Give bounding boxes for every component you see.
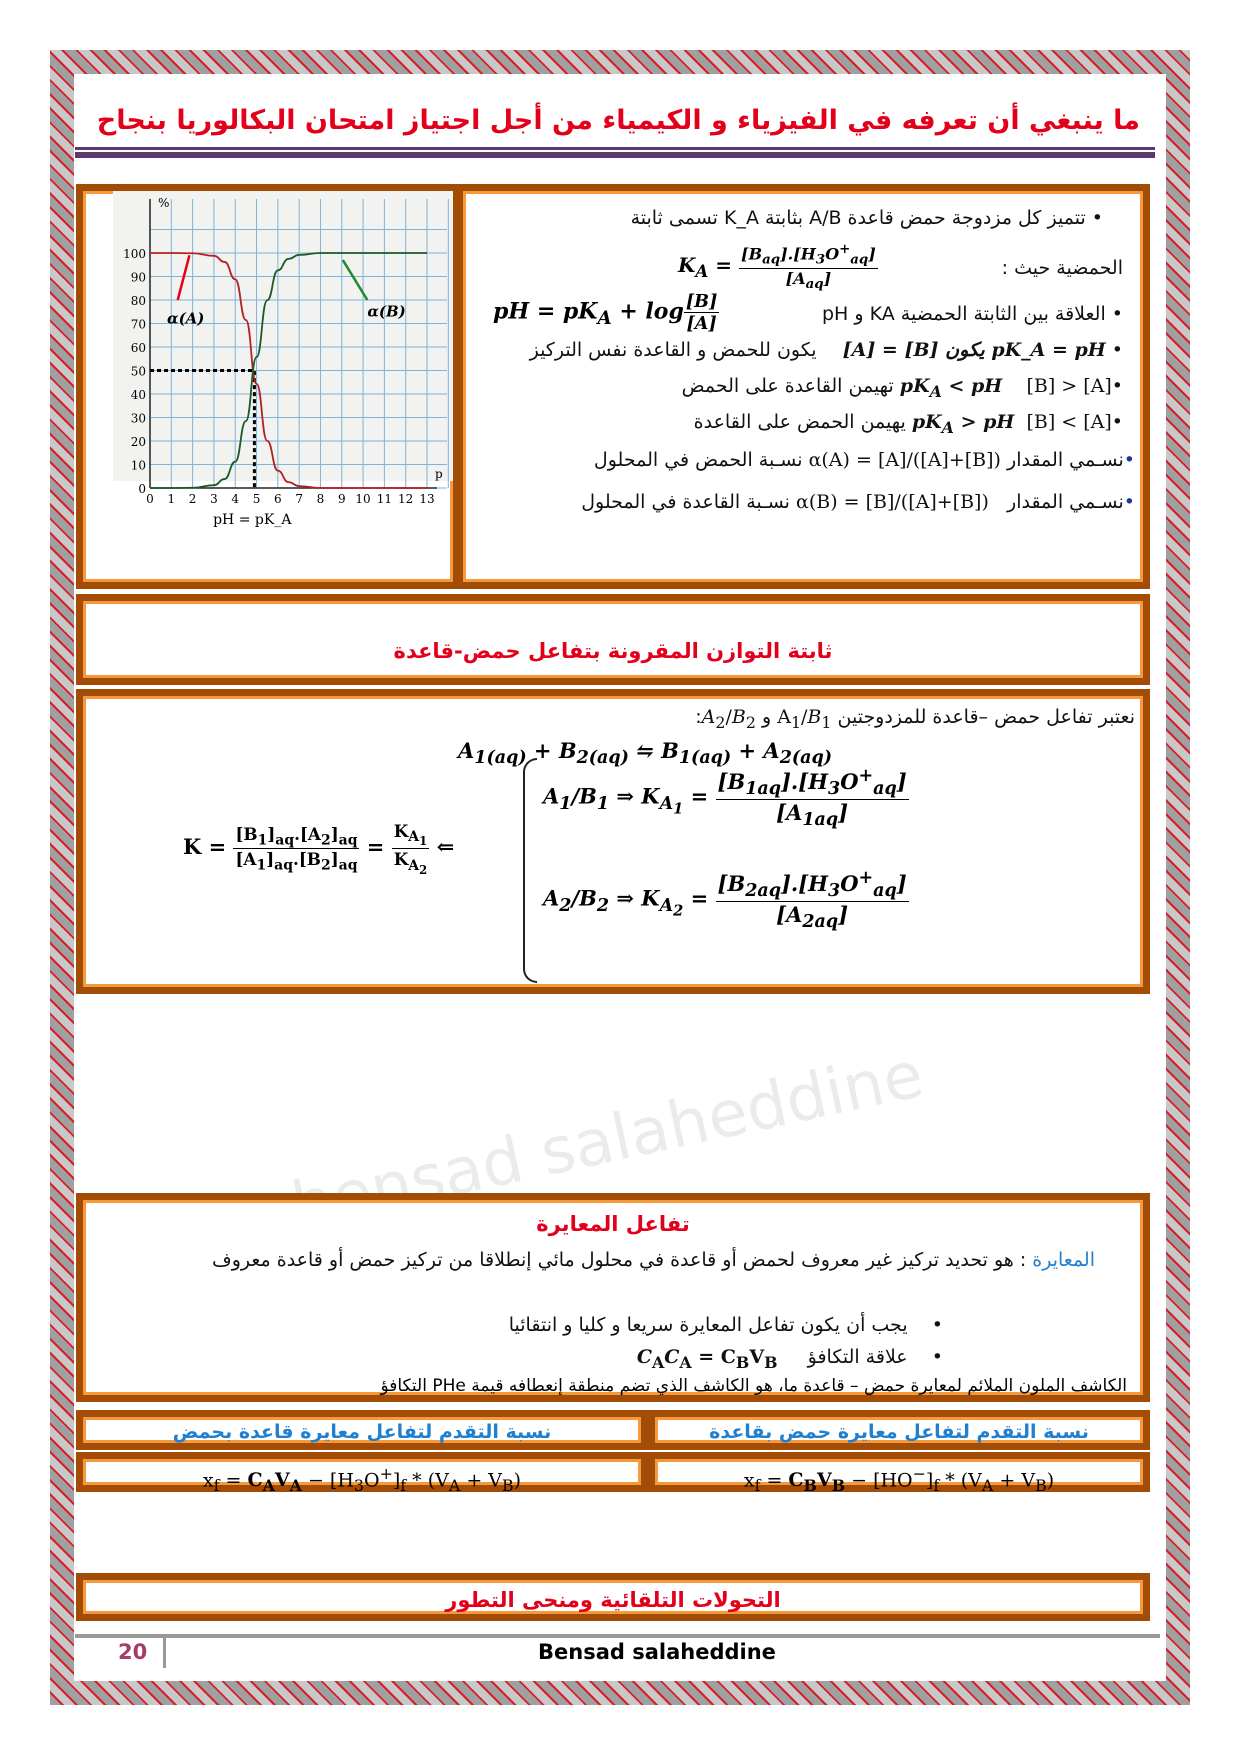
x-tick-label: 7 <box>295 492 303 506</box>
alpha-a-formula: α(A) = [A]/([A]+[B]) <box>808 449 1001 471</box>
x-tick-label: 3 <box>210 492 218 506</box>
x-tick-label: 1 <box>167 492 175 506</box>
x-axis-label: pH = pK_A <box>213 512 292 528</box>
bullet-text: • العلاقة بين الثابتة الحمضية KA و pH <box>822 303 1123 325</box>
series-line-alpha-b <box>150 252 427 489</box>
bullet-text: يجب أن يكون تفاعل المعايرة سريعا و كليا … <box>508 1314 908 1336</box>
equal-concentration-formula: pK_A = pH يكون [B] = [A] <box>842 339 1106 361</box>
author: Bensad salaheddine <box>538 1640 776 1664</box>
x-tick-label: 6 <box>274 492 282 506</box>
k-formula: K = [B1]aq.[A2]aq [A1]aq.[B2]aq = KA1 KA2 … <box>183 821 455 877</box>
bullet-text: تهيمن القاعدة على الحمض <box>681 375 894 397</box>
bullet-text: يهيمن الحمض على القاعدة <box>693 411 906 433</box>
alpha-b-formula: α(B) = [B]/([A]+[B]) <box>796 491 989 513</box>
footer-separator <box>163 1638 166 1668</box>
ka2-formula: A2/B2 ⇒ KA2 = [B2aq].[H3O+aq] [A2aq] <box>543 868 909 933</box>
x-tick-label: 12 <box>398 492 413 506</box>
title-underline <box>75 152 1155 158</box>
bullet-text: تتميز كل مزدوجة حمض قاعدة A/B بثابتة K_A… <box>630 207 1086 229</box>
y-tick-label: 60 <box>131 341 146 355</box>
brace <box>523 758 537 983</box>
equilibrium-box: نعتبر تفاعل حمض –قاعدة للمزدوجتين A1/B1 … <box>76 689 1150 994</box>
bullet-text: نسـبة القاعدة في المحلول <box>581 491 790 513</box>
legend-label: α(A) <box>167 310 204 328</box>
ph-formula: pH = pKA + log [B] [A] <box>493 291 720 334</box>
titration-box: تفاعل المعايرة المعايرة : هو تحديد تركيز… <box>76 1193 1150 1402</box>
x-tick-label: 4 <box>231 492 239 506</box>
intro-text: نعتبر تفاعل حمض –قاعدة للمزدوجتين A1/B1 … <box>695 706 1135 732</box>
acid-base-box: • تتميز كل مزدوجة حمض قاعدة A/B بثابتة K… <box>456 184 1150 589</box>
y-tick-label: 30 <box>131 412 146 426</box>
x-tick-label: 13 <box>419 492 434 506</box>
y-tick-label: 10 <box>131 459 146 473</box>
y-axis-label: % <box>158 196 169 210</box>
titration-title: تفاعل المعايرة <box>536 1212 690 1236</box>
page-number: 20 <box>118 1640 148 1664</box>
x-tick-label: 11 <box>377 492 392 506</box>
pka-chart: 0 1 2 3 4 5 6 7 8 9 10 11 12 130102030405060708090100… <box>113 191 453 528</box>
section-heading: التحولات التلقائية ومنحى التطور <box>445 1588 781 1612</box>
y-tick-label: 0 <box>138 482 146 496</box>
section-heading-box: ثابتة التوازن المقرونة بتفاعل حمض-قاعدة <box>76 594 1150 685</box>
x-tick-label: 10 <box>355 492 370 506</box>
footer-divider <box>75 1634 1160 1638</box>
pka-dotted-guide <box>150 369 256 488</box>
section-heading: ثابتة التوازن المقرونة بتفاعل حمض-قاعدة <box>393 639 833 663</box>
bullet-text: يكون للحمض و القاعدة نفس التركيز <box>529 339 817 361</box>
series-line-alpha-a <box>150 252 427 489</box>
reaction-equation: A1(aq) + B2(aq) ⇋ B1(aq) + A2(aq) <box>458 738 832 769</box>
bullet-text: الحمضية حيث : <box>1001 257 1123 279</box>
alpha-b-arrow <box>341 259 369 301</box>
x-tick-label: 0 <box>146 492 154 506</box>
y-tick-label: 40 <box>131 388 146 402</box>
section-heading-box: التحولات التلقائية ومنحى التطور <box>76 1573 1150 1621</box>
x-axis-end-label: p <box>435 467 443 481</box>
indicator-text: الكاشف الملون الملائم لمعايرة حمض – قاعد… <box>380 1376 1127 1396</box>
y-tick-label: 70 <box>131 318 146 332</box>
ka1-formula: A1/B1 ⇒ KA1 = [B1aq].[H3O+aq] [A1aq] <box>543 766 909 831</box>
y-tick-label: 90 <box>131 271 146 285</box>
ka-formula: KA = [Baq].[H3O+aq] [Aaq] <box>678 241 878 292</box>
y-tick-label: 50 <box>131 365 146 379</box>
formula-cell: xf = CAVA − [H3O+]f * (VA + VB) <box>76 1452 648 1495</box>
header-cell: نسبة التقدم لتفاعل معايرة قاعدة بحمض <box>76 1410 648 1450</box>
x-tick-label: 8 <box>317 492 325 506</box>
page-title: ما ينبغي أن تعرفه في الفيزياء و الكيمياء… <box>96 105 1140 136</box>
header-cell: نسبة التقدم لتفاعل معايرة حمض بقاعدة <box>648 1410 1150 1450</box>
y-tick-label: 80 <box>131 294 146 308</box>
chart-background <box>113 191 453 481</box>
title-underline <box>75 147 1155 150</box>
titration-definition: المعايرة : هو تحديد تركيز غير معروف لحمض… <box>212 1249 1095 1271</box>
chart-box: 0 1 2 3 4 5 6 7 8 9 10 11 12 13 0 10 20 30 40 50 60 70 80 90 100… <box>76 184 460 589</box>
y-tick-label: 100 <box>123 247 146 261</box>
bullet-text: نسـبة الحمض في المحلول <box>593 449 803 471</box>
x-tick-label: 9 <box>338 492 346 506</box>
x-tick-label: 2 <box>189 492 197 506</box>
x-tick-label: 5 <box>253 492 261 506</box>
alpha-a-arrow <box>176 255 191 301</box>
formula-cell: xf = CBVB − [HO−]f * (VA + VB) <box>648 1452 1150 1495</box>
legend-label: α(B) <box>367 302 405 320</box>
y-tick-label: 20 <box>131 435 146 449</box>
